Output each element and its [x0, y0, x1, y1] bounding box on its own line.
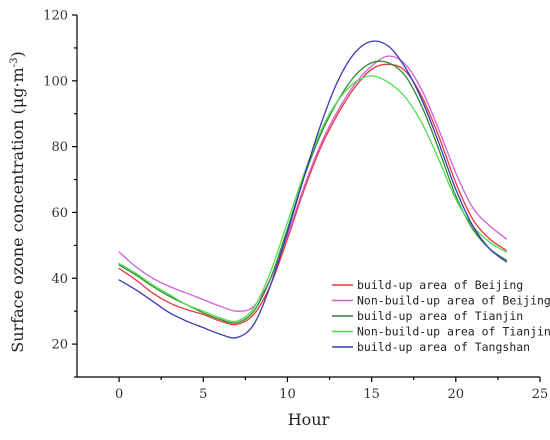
x-tick-label: 5 [199, 387, 207, 402]
y-tick-label: 120 [43, 9, 68, 24]
x-tick-label: 10 [279, 387, 296, 402]
x-axis-title: Hour [288, 410, 330, 429]
y-axis-title: Surface ozone concentration (μg·m-3) [8, 51, 27, 352]
series-lines [118, 40, 507, 339]
legend: build-up area of Beijing Non-build-up are… [332, 278, 550, 354]
x-tick-label: 0 [115, 387, 123, 402]
y-tick-label: 100 [43, 74, 68, 89]
x-tick-label: 15 [363, 387, 380, 402]
y-axis-title-superscript: -3 [9, 58, 20, 68]
series-line-2 [118, 55, 507, 312]
y-axis-title-close: ) [8, 51, 27, 57]
y-tick-label: 20 [51, 338, 68, 353]
x-tick-label: 20 [448, 387, 465, 402]
y-tick-label: 60 [51, 206, 68, 221]
y-axis-title-main: Surface ozone concentration (μg·m [8, 67, 27, 352]
legend-label: build-up area of Beijing [357, 278, 523, 292]
axes: 0 5 10 15 20 25 20 40 60 80 100 120 [43, 9, 548, 403]
series-line-5 [118, 40, 507, 339]
series-line-1 [118, 63, 507, 326]
y-tick-label: 40 [51, 272, 68, 287]
y-tick-label: 80 [51, 140, 68, 155]
legend-label: build-up area of Tianjin [357, 309, 523, 323]
legend-label: build-up area of Tangshan [357, 340, 530, 354]
axis-labels: Hour Surface ozone concentration (μg·m-3… [8, 51, 330, 429]
legend-label: Non-build-up area of Tianjin [357, 325, 550, 339]
x-tick-label: 25 [532, 387, 549, 402]
legend-label: Non-build-up area of Beijing [357, 294, 550, 308]
